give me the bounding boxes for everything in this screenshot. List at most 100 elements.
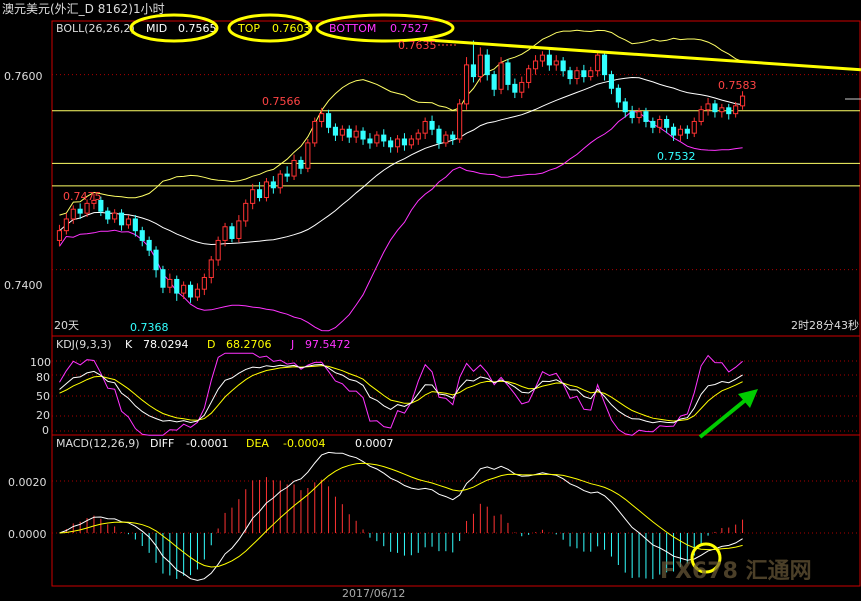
candle-body: [567, 70, 573, 80]
date-label: 2017/06/12: [342, 587, 405, 600]
candle-body: [470, 64, 477, 78]
green-arrow: [698, 389, 758, 439]
candle-body: [77, 208, 83, 214]
candle-body: [63, 218, 69, 232]
candle-body: [360, 130, 366, 140]
candle-body: [167, 278, 173, 288]
candle-body: [664, 118, 670, 128]
candle-body: [381, 134, 387, 142]
candle-body: [422, 120, 428, 134]
bottom-value: 0.7527: [390, 22, 429, 35]
candle-body: [532, 60, 539, 70]
k-label: K: [125, 338, 133, 351]
window-title: 澳元美元(外汇_D 8162)1小时: [2, 2, 165, 16]
kdj-axis-label: 20: [36, 409, 50, 422]
candle-body: [229, 226, 235, 239]
candle-body: [194, 288, 201, 298]
candles: [56, 40, 746, 303]
candle-body: [629, 111, 635, 119]
countdown: 2时28分43秒: [791, 318, 859, 332]
candle-body: [595, 54, 601, 72]
candle-body: [601, 54, 608, 76]
candle-body: [588, 70, 594, 78]
candle-body: [484, 54, 490, 76]
trendline[interactable]: [419, 38, 861, 72]
kdj-lines: [59, 352, 743, 436]
candle-body: [539, 54, 546, 62]
boll-upper-line: [59, 29, 743, 216]
mid-highlight-circle: [129, 13, 219, 43]
kdj-axis-label: 0: [42, 424, 49, 437]
candle-body: [236, 220, 242, 239]
candle-body: [429, 120, 435, 130]
k-value: 78.0294: [143, 338, 189, 351]
kdj-axis-label: 80: [36, 371, 50, 384]
candle-body: [277, 173, 283, 189]
candle-body: [139, 230, 145, 241]
candle-body: [415, 132, 421, 140]
plot-frame: [51, 20, 861, 587]
candle-body: [70, 208, 76, 220]
candle-body: [719, 107, 725, 113]
candle-body: [256, 189, 263, 199]
candle-body: [608, 74, 615, 89]
candle-body: [443, 134, 449, 144]
candle-body: [305, 142, 311, 169]
bottom-highlight-circle: [315, 13, 455, 43]
j-label: J: [290, 338, 294, 351]
j-value: 97.5472: [305, 338, 351, 351]
candle-body: [222, 226, 228, 241]
candle-body: [636, 111, 642, 119]
boll-bands: [59, 29, 743, 332]
candle-body: [394, 138, 401, 148]
candle-body: [84, 202, 90, 214]
macd-value: 0.0007: [355, 437, 394, 450]
top-value: 0.7603: [272, 22, 311, 35]
d-label: D: [207, 338, 215, 351]
candle-body: [477, 54, 483, 78]
candle-body: [250, 189, 256, 204]
diff-label: DIFF: [150, 437, 174, 450]
period-label: 20天: [54, 319, 79, 332]
candle-body: [98, 199, 104, 212]
price-axis-label: 0.7400: [4, 279, 43, 292]
candle-body: [284, 173, 290, 177]
candle-body: [388, 140, 394, 148]
price-annotation: 0.7368: [130, 321, 169, 334]
candle-body: [146, 239, 152, 251]
macd-axis-label: 0.0020: [8, 476, 47, 489]
candle-body: [705, 103, 711, 111]
candle-body: [125, 218, 132, 226]
diff-value: -0.0001: [186, 437, 228, 450]
candle-body: [450, 134, 456, 140]
candle-body: [215, 239, 221, 261]
candle-body: [339, 128, 345, 136]
candle-body: [401, 138, 408, 146]
candle-body: [684, 128, 690, 134]
candle-body: [263, 181, 270, 199]
candle-body: [526, 68, 532, 83]
crossover-circle: [690, 542, 722, 574]
candle-body: [436, 128, 442, 144]
candle-body: [270, 181, 276, 189]
price-annotation: 0.7583: [718, 79, 757, 92]
macd-dea-line: [59, 462, 743, 568]
top-label: TOP: [237, 22, 260, 35]
candle-body: [153, 249, 159, 271]
candle-body: [408, 138, 414, 146]
candle-body: [677, 128, 684, 136]
candle-body: [712, 103, 718, 113]
candle-body: [346, 128, 352, 138]
candle-body: [498, 62, 504, 90]
candle-body: [181, 284, 187, 294]
candle-body: [643, 111, 649, 122]
candle-body: [91, 199, 97, 204]
candle-body: [505, 62, 511, 85]
candle-body: [691, 120, 697, 134]
candle-body: [581, 70, 587, 78]
candle-body: [733, 105, 739, 115]
candle-body: [367, 138, 373, 144]
candle-body: [560, 60, 566, 72]
